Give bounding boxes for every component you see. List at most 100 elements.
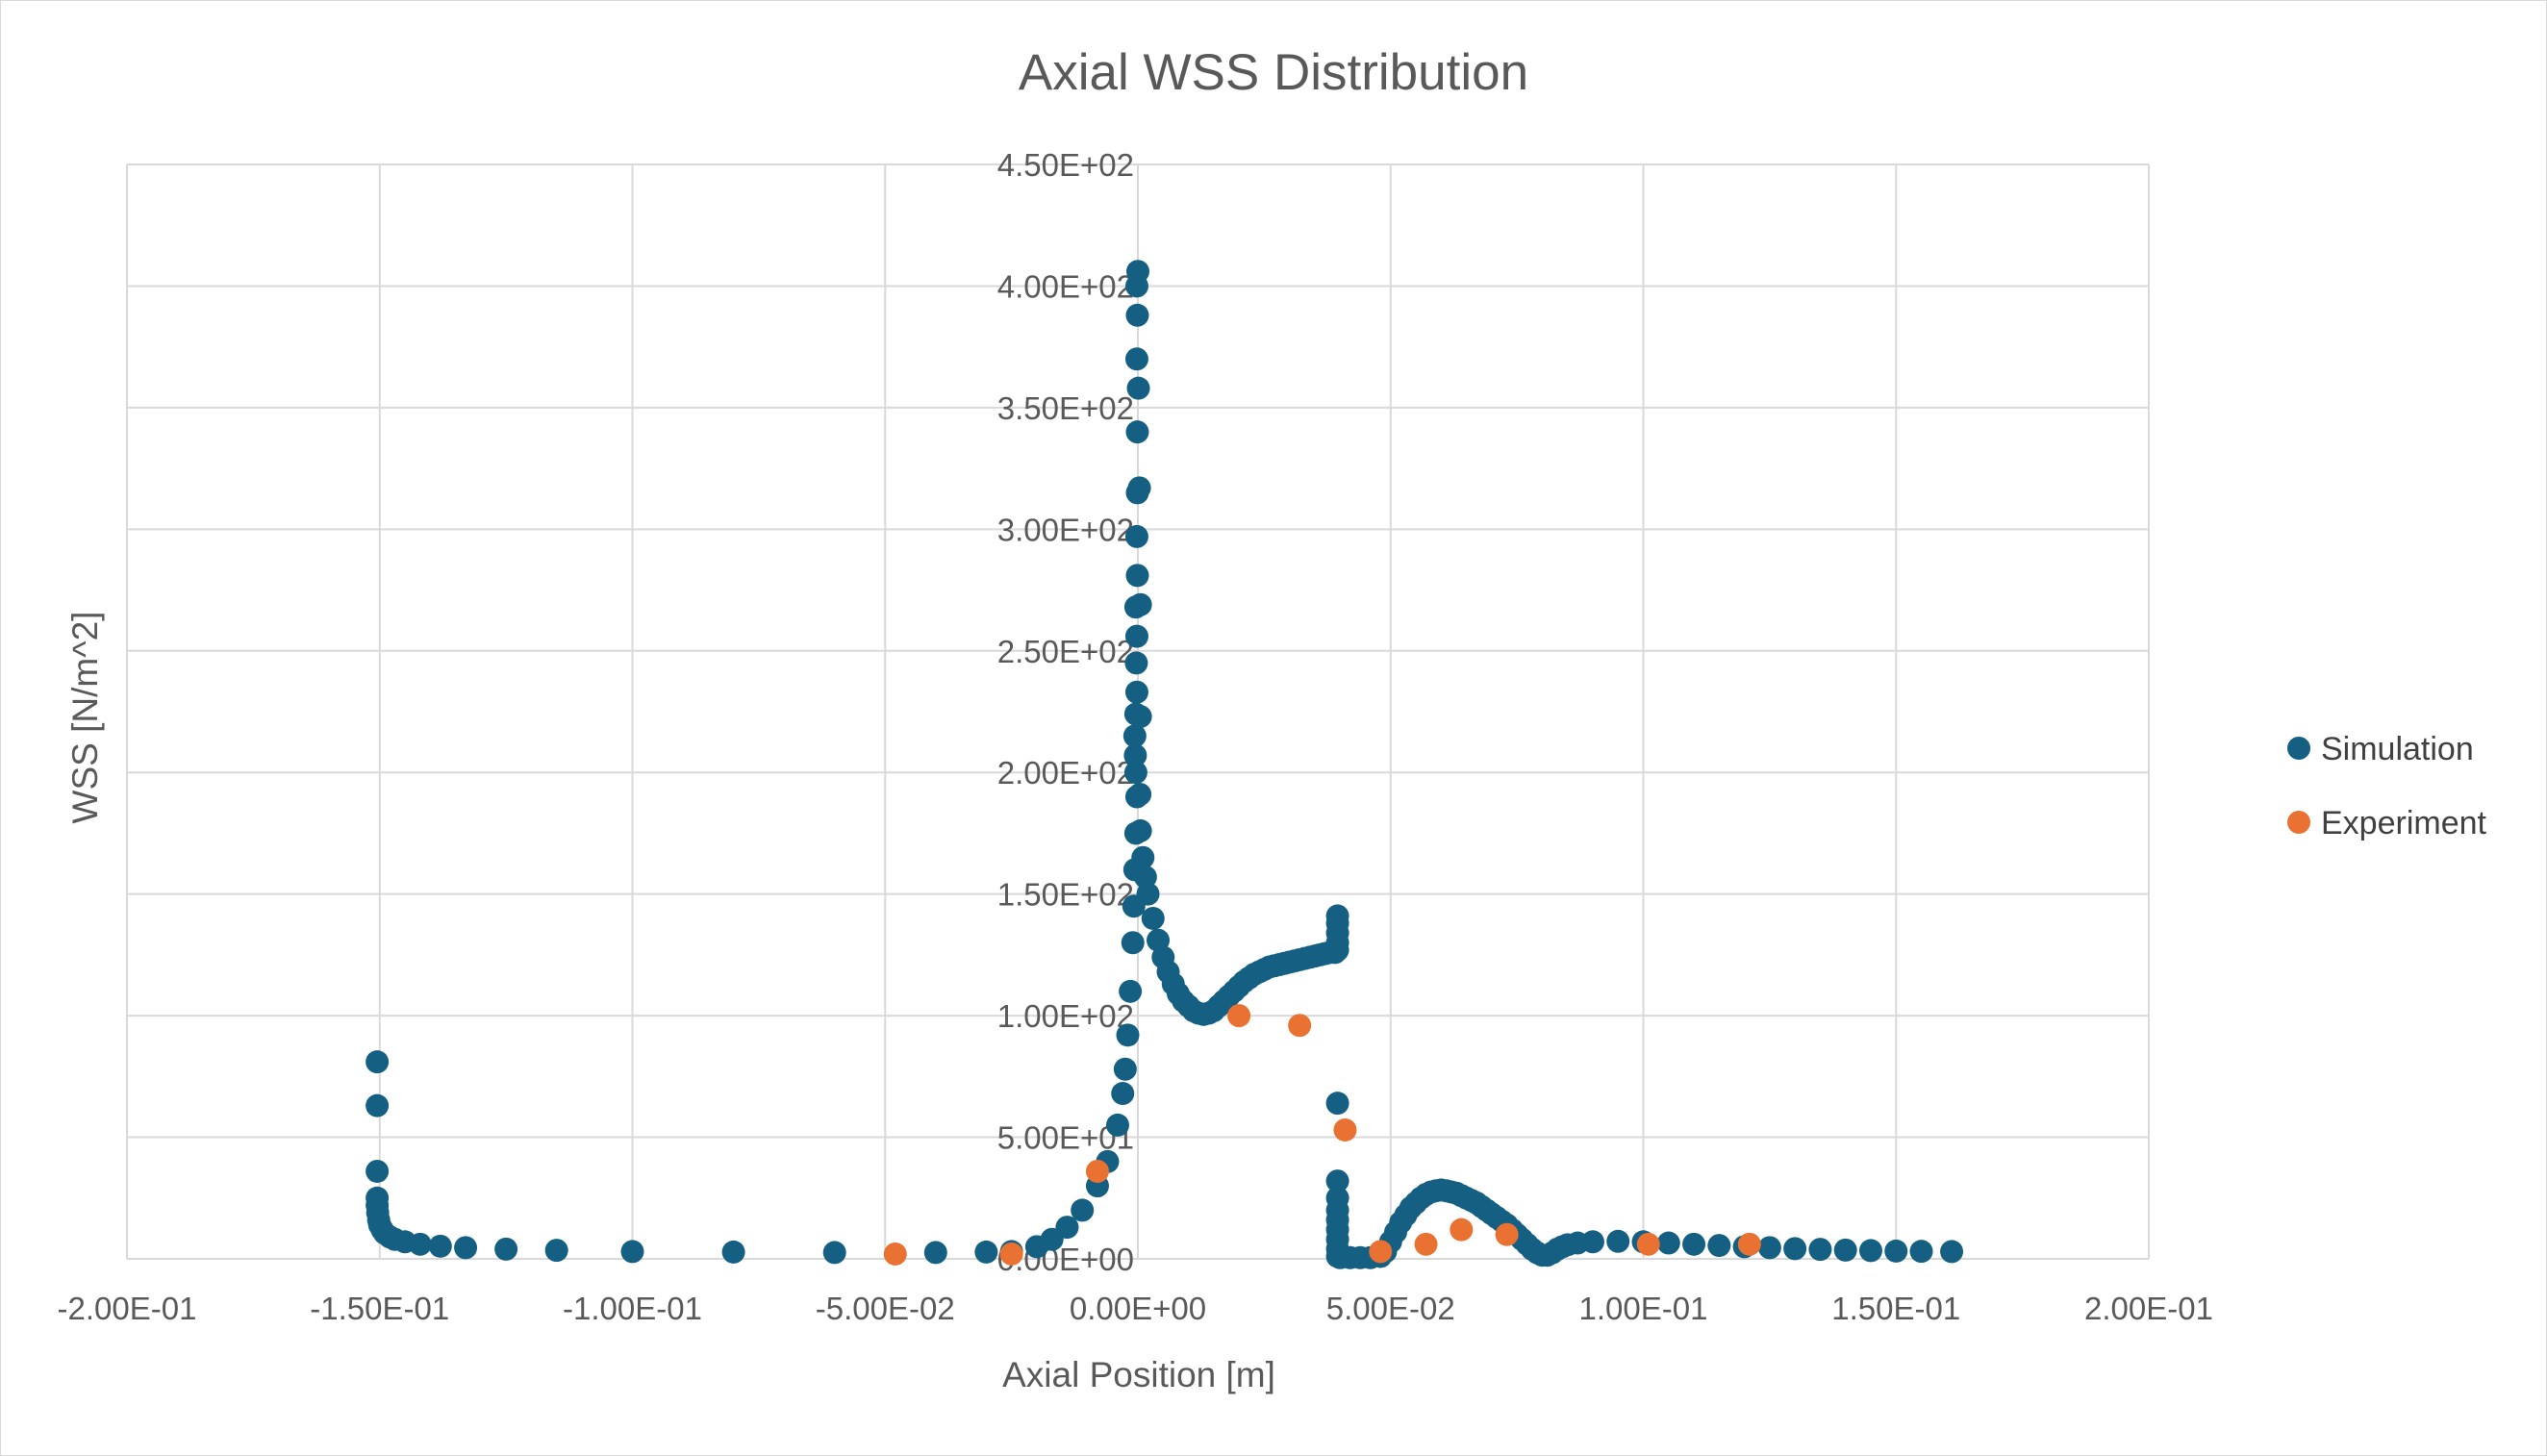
simulation-point [1119, 979, 1143, 1003]
simulation-point [408, 1232, 432, 1256]
simulation-point [923, 1241, 947, 1265]
experiment-point [999, 1242, 1023, 1266]
y-tick-label: 4.00E+02 [997, 268, 1134, 304]
simulation-point [1133, 865, 1157, 889]
x-tick-label: -5.00E-02 [816, 1291, 955, 1326]
simulation-point [1128, 592, 1152, 616]
simulation-point [1125, 564, 1149, 588]
x-tick-label: 1.00E-01 [1579, 1291, 1708, 1326]
experiment-point [1333, 1117, 1357, 1142]
x-tick-label: 0.00E+00 [1070, 1291, 1206, 1326]
x-tick-label: -1.50E-01 [310, 1291, 449, 1326]
legend: Simulation Experiment [2287, 731, 2487, 841]
simulation-point [1325, 1092, 1349, 1116]
simulation-point [1126, 260, 1149, 284]
y-tick-label: 2.00E+02 [997, 755, 1134, 791]
experiment-point [1450, 1218, 1474, 1242]
legend-marker-experiment [2287, 811, 2310, 834]
simulation-point [1126, 376, 1150, 400]
simulation-point [1122, 724, 1147, 748]
x-tick-label: 2.00E-01 [2084, 1291, 2213, 1326]
simulation-point [1105, 1113, 1129, 1137]
simulation-point [494, 1237, 518, 1261]
y-tick-label: 4.50E+02 [997, 147, 1134, 183]
legend-label-experiment: Experiment [2321, 805, 2487, 841]
simulation-point [1656, 1231, 1680, 1255]
simulation-point [1128, 705, 1152, 729]
simulation-point [620, 1240, 644, 1264]
legend-item-simulation: Simulation [2287, 731, 2474, 767]
simulation-point [428, 1234, 452, 1258]
simulation-point [1131, 845, 1155, 869]
simulation-point [1124, 651, 1148, 675]
simulation-point [1325, 904, 1349, 928]
simulation-point [1141, 906, 1165, 930]
simulation-point [1125, 420, 1149, 444]
simulation-point [1136, 882, 1160, 906]
experiment-point [1369, 1240, 1393, 1264]
x-tick-label: 1.50E-01 [1831, 1291, 1960, 1326]
simulation-point [1123, 761, 1147, 785]
x-tick-labels: -2.00E-01 -1.50E-01 -1.00E-01 -5.00E-02 0.00… [58, 1291, 2213, 1326]
legend-label-simulation: Simulation [2321, 731, 2474, 767]
simulation-series [366, 260, 1964, 1269]
simulation-point [1055, 1216, 1079, 1240]
simulation-point [1124, 624, 1148, 648]
simulation-point [1808, 1238, 1832, 1262]
simulation-point [1113, 1057, 1137, 1081]
simulation-point [366, 1050, 390, 1074]
x-tick-label: -1.00E-01 [563, 1291, 702, 1326]
experiment-point [1227, 1004, 1251, 1028]
experiment-point [1085, 1159, 1109, 1183]
experiment-point [1737, 1232, 1761, 1256]
simulation-point [1125, 303, 1149, 327]
y-tick-label: 2.50E+02 [997, 634, 1134, 669]
simulation-point [1833, 1238, 1857, 1262]
legend-marker-simulation [2287, 737, 2310, 760]
simulation-point [1128, 782, 1152, 806]
simulation-point [366, 1093, 390, 1117]
experiment-point [1636, 1232, 1660, 1256]
simulation-point [1127, 476, 1151, 500]
experiment-point [883, 1242, 907, 1266]
x-tick-label: -2.00E-01 [58, 1291, 197, 1326]
simulation-point [974, 1240, 998, 1264]
simulation-point [1858, 1239, 1882, 1263]
simulation-point [822, 1241, 846, 1265]
simulation-point [1124, 680, 1148, 704]
experiment-point [1495, 1222, 1519, 1246]
experiment-point [1288, 1014, 1312, 1038]
y-tick-labels: 0.00E+005.00E+011.00E+021.50E+022.00E+02… [997, 147, 1134, 1277]
simulation-point [1884, 1239, 1908, 1263]
simulation-point [1071, 1198, 1095, 1222]
simulation-point [1606, 1229, 1630, 1253]
simulation-point [1124, 524, 1148, 548]
simulation-point [1682, 1232, 1706, 1256]
simulation-point [1580, 1230, 1604, 1254]
simulation-point [1909, 1240, 1933, 1264]
chart-title: Axial WSS Distribution [1019, 44, 1528, 101]
x-axis-title: Axial Position [m] [1002, 1355, 1275, 1394]
simulation-point [1707, 1234, 1731, 1258]
y-tick-label: 1.00E+02 [997, 998, 1134, 1034]
simulation-point [1124, 347, 1148, 371]
simulation-point [1325, 1169, 1349, 1193]
y-tick-label: 3.50E+02 [997, 390, 1134, 426]
experiment-series [883, 1004, 1761, 1266]
x-tick-label: 5.00E-02 [1326, 1291, 1455, 1326]
simulation-point [1123, 743, 1147, 767]
legend-item-experiment: Experiment [2287, 805, 2487, 841]
y-axis-title: WSS [N/m^2] [65, 612, 105, 824]
y-tick-label: 3.00E+02 [997, 512, 1134, 547]
simulation-point [1111, 1082, 1135, 1106]
simulation-point [1121, 931, 1145, 955]
simulation-point [454, 1236, 478, 1260]
simulation-point [544, 1239, 568, 1263]
simulation-point [1757, 1236, 1781, 1260]
simulation-point [366, 1159, 390, 1183]
simulation-point [721, 1240, 745, 1264]
y-tick-label: 1.50E+02 [997, 877, 1134, 913]
simulation-point [1116, 1023, 1140, 1047]
